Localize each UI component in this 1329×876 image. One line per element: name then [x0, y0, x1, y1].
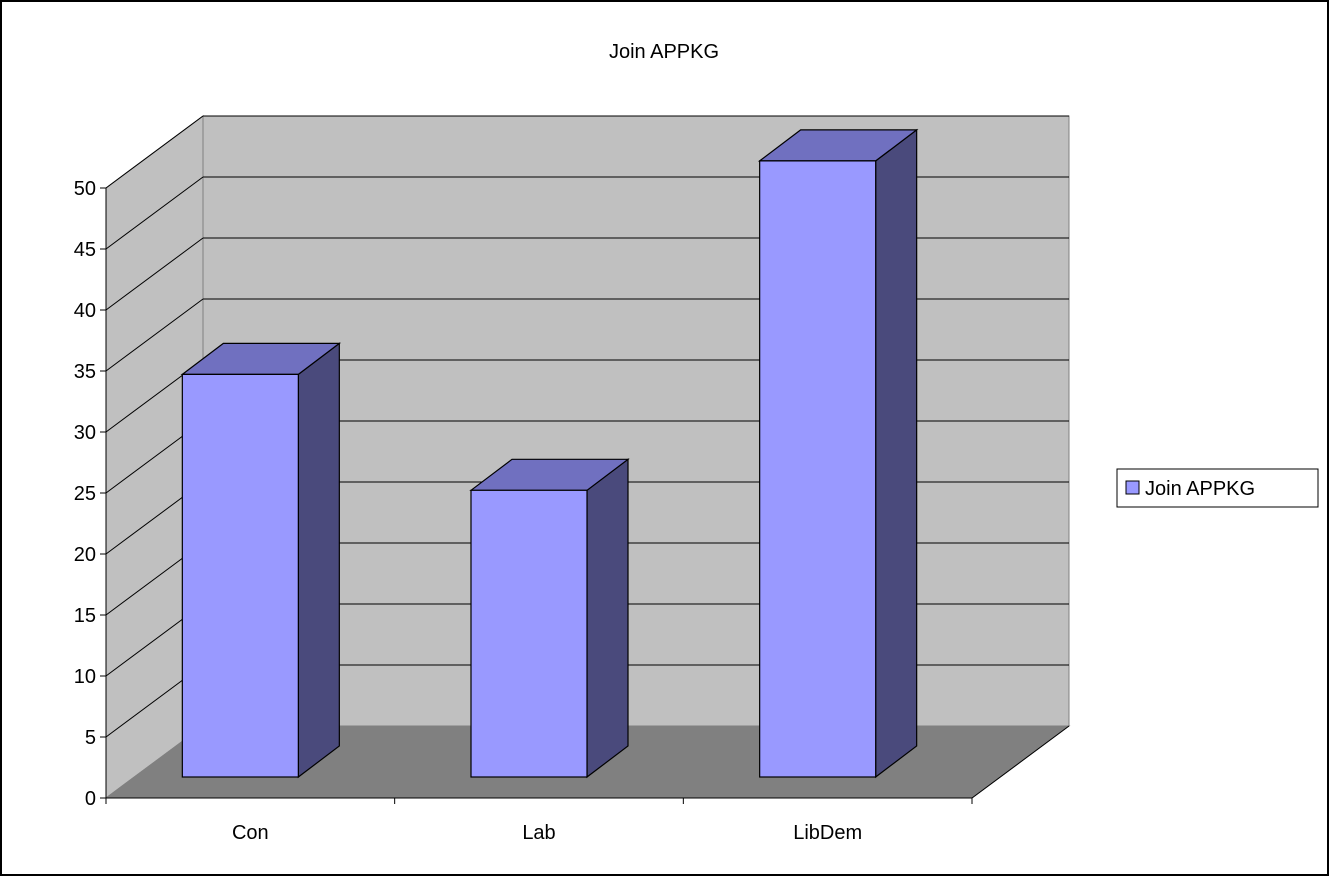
x-tick-label: LibDem [793, 822, 862, 844]
bars [180, 128, 919, 779]
y-tick-label: 50 [74, 178, 96, 200]
x-tick-label: Lab [522, 822, 555, 844]
gridline-side [105, 237, 204, 311]
bar-side [297, 342, 340, 779]
bar-side [875, 128, 918, 779]
x-tick-label: Con [232, 822, 269, 844]
bar-side [586, 458, 629, 779]
gridline-side [105, 115, 204, 189]
gridline-side [105, 298, 204, 372]
y-tick-label: 5 [85, 727, 96, 749]
chart-title: Join APPKG [609, 41, 719, 63]
legend-swatch [1125, 480, 1140, 495]
legend-label: Join APPKG [1145, 478, 1255, 500]
gridline-side [105, 176, 204, 250]
y-tick-label: 35 [74, 361, 96, 383]
y-tick-label: 40 [74, 300, 96, 322]
y-tick-label: 30 [74, 422, 96, 444]
bar [469, 458, 630, 779]
gridlines [105, 115, 1069, 738]
y-axis-ticks: 0 5 10 15 20 25 30 35 40 45 50 [74, 178, 106, 810]
bar-front [470, 489, 588, 778]
bar-front [181, 373, 299, 778]
legend: Join APPKG [1116, 468, 1319, 508]
bar [180, 342, 342, 779]
bar-front [759, 160, 877, 778]
y-tick-label: 25 [74, 483, 96, 505]
y-tick-label: 45 [74, 239, 96, 261]
y-tick-label: 20 [74, 544, 96, 566]
y-tick-label: 10 [74, 666, 96, 688]
x-axis-ticks: Con Lab LibDem [105, 798, 973, 844]
y-tick-label: 0 [85, 788, 96, 810]
legend-box [1116, 468, 1319, 508]
bar [757, 128, 919, 779]
floor-edge-line [971, 725, 1070, 799]
y-tick-label: 15 [74, 605, 96, 627]
